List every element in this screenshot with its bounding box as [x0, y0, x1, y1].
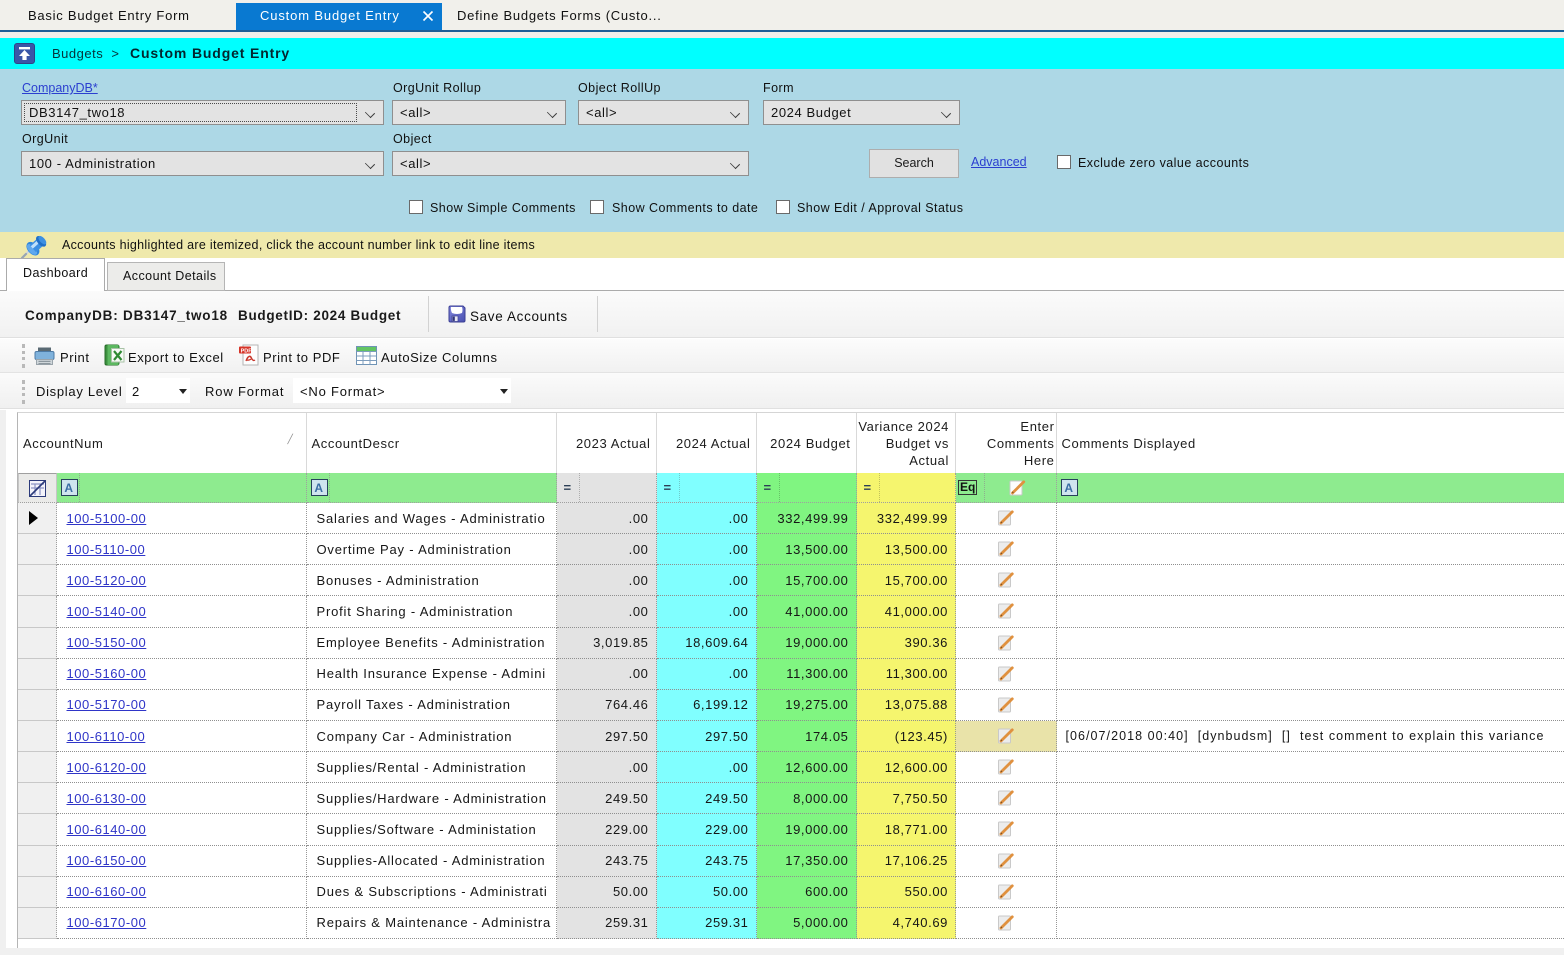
svg-text:PDF: PDF [241, 349, 253, 355]
svg-text:A: A [64, 481, 73, 495]
svg-text:A: A [1064, 481, 1073, 495]
svg-text:A: A [314, 481, 323, 495]
